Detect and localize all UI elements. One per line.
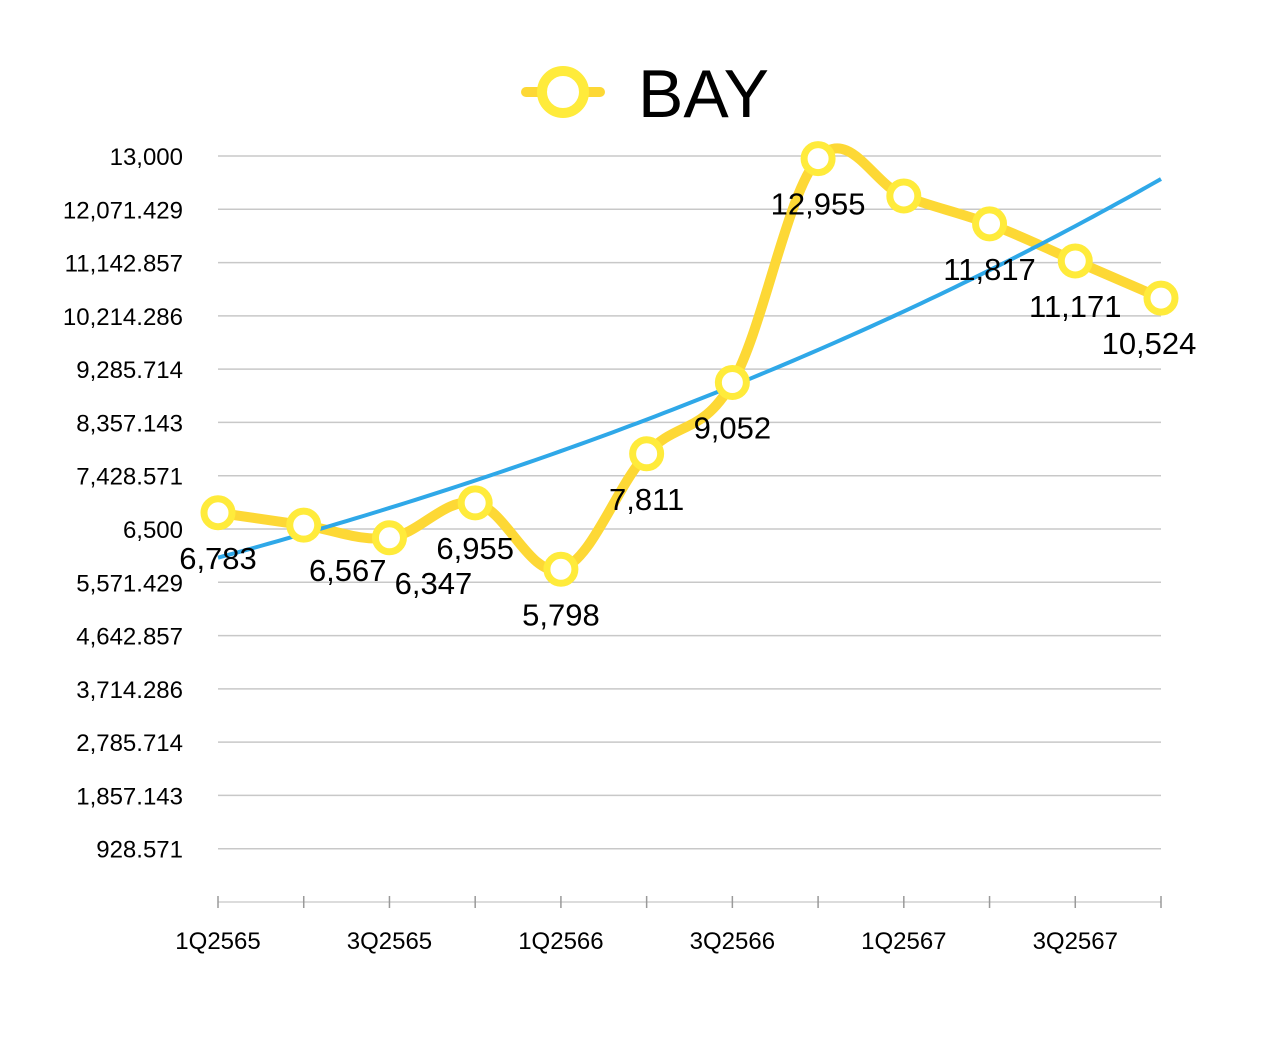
y-tick-label: 10,214.286 — [63, 304, 183, 331]
series-bay — [213, 143, 1166, 575]
y-tick-label: 3,714.286 — [76, 677, 183, 704]
series-bay-marker — [1143, 280, 1179, 316]
data-label: 6,567 — [309, 553, 387, 588]
series-bay-marker — [286, 507, 322, 543]
data-label: 5,798 — [522, 597, 600, 632]
data-label: 6,783 — [179, 541, 257, 576]
series-bay-marker — [886, 178, 922, 214]
series-bay-marker — [371, 520, 407, 556]
series-bay-marker — [1057, 243, 1093, 279]
x-tick-label: 1Q2566 — [518, 928, 603, 955]
y-tick-label: 4,642.857 — [76, 624, 183, 651]
legend-label: BAY — [638, 56, 769, 132]
series-bay-markers — [200, 141, 1179, 587]
y-tick-label: 6,500 — [123, 517, 183, 544]
y-tick-label: 1,857.143 — [76, 783, 183, 810]
series-bay-marker — [629, 436, 665, 472]
data-label: 12,955 — [771, 187, 866, 222]
x-tick-label: 3Q2565 — [347, 928, 432, 955]
trendline — [217, 177, 1162, 560]
legend: BAY — [521, 56, 769, 132]
legend-marker-swatch — [537, 66, 589, 118]
series-bay-marker — [457, 485, 493, 521]
series-bay-marker — [714, 365, 750, 401]
y-tick-label: 7,428.571 — [76, 464, 183, 491]
series-bay-marker — [972, 206, 1008, 242]
series-bay-line — [213, 143, 1166, 575]
x-tick-label: 3Q2567 — [1033, 928, 1118, 955]
y-tick-label: 9,285.714 — [76, 357, 183, 384]
x-tick-label: 1Q2565 — [175, 928, 260, 955]
series-bay-marker — [200, 495, 236, 531]
data-label: 9,052 — [694, 411, 772, 446]
data-label: 7,811 — [609, 482, 684, 517]
y-tick-label: 5,571.429 — [76, 570, 183, 597]
data-label: 6,955 — [436, 531, 514, 566]
data-label: 11,817 — [943, 252, 1036, 287]
data-label: 10,524 — [1102, 326, 1197, 361]
x-axis-tick-labels: 1Q2565 3Q2565 1Q2566 3Q2566 1Q2567 3Q2567 — [175, 928, 1118, 955]
y-tick-label: 2,785.714 — [76, 730, 183, 757]
trendline-path — [217, 177, 1162, 560]
series-bay-marker — [543, 551, 579, 587]
x-axis — [217, 896, 1162, 908]
y-tick-label: 11,142.857 — [65, 251, 183, 278]
data-label: 6,347 — [395, 566, 473, 601]
x-tick-label: 3Q2566 — [690, 928, 775, 955]
y-axis-tick-labels: 928.571 1,857.143 2,785.714 3,714.286 4,642.… — [63, 144, 183, 864]
y-tick-label: 12,071.429 — [63, 197, 183, 224]
x-tick-label: 1Q2567 — [861, 928, 946, 955]
series-bay-marker — [800, 141, 836, 177]
data-label: 11,171 — [1029, 289, 1122, 324]
y-tick-label: 8,357.143 — [76, 410, 183, 437]
y-tick-label: 928.571 — [96, 837, 183, 864]
y-tick-label: 13,000 — [110, 144, 183, 171]
